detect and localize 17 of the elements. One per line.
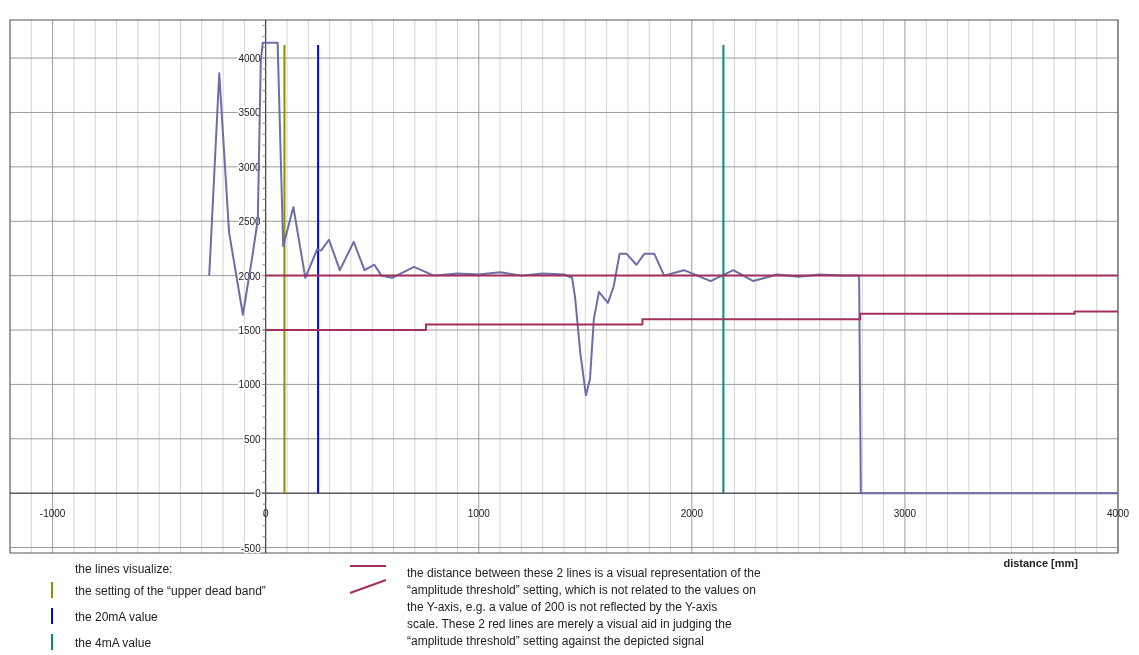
y-tick-label: 4000 bbox=[238, 53, 262, 65]
y-tick-label: -500 bbox=[240, 542, 262, 554]
legend-label: the setting of the “upper dead band” bbox=[75, 584, 266, 598]
y-tick-label: 500 bbox=[244, 433, 262, 445]
text: the distance between these 2 lines is a visual representation of the “amplitude threshold” setting, which is not related to the values on the Y-axis, e.g. a value of 200 is not reflected by the Y-axis scale. These 2 red lines are merely a visual aid in judging the “amplitude threshold” setting against the depicted signal bbox=[407, 566, 761, 648]
x-tick-label: 3000 bbox=[893, 508, 917, 520]
x-tick-label: 1000 bbox=[467, 508, 491, 520]
y-tick-label: 1500 bbox=[238, 325, 262, 337]
legend-label: the 20mA value bbox=[75, 610, 159, 624]
text: the lines visualize: bbox=[75, 562, 173, 576]
x-tick-label: 2000 bbox=[680, 508, 704, 520]
x-axis-title: distance [mm] bbox=[1003, 557, 1079, 569]
line-series bbox=[208, 41, 1119, 495]
x-tick-label: 4000 bbox=[1106, 508, 1130, 520]
y-tick-label: 1000 bbox=[238, 379, 262, 391]
x-tick-label: -1000 bbox=[39, 508, 66, 520]
legend-label: the 4mA value bbox=[75, 636, 152, 650]
